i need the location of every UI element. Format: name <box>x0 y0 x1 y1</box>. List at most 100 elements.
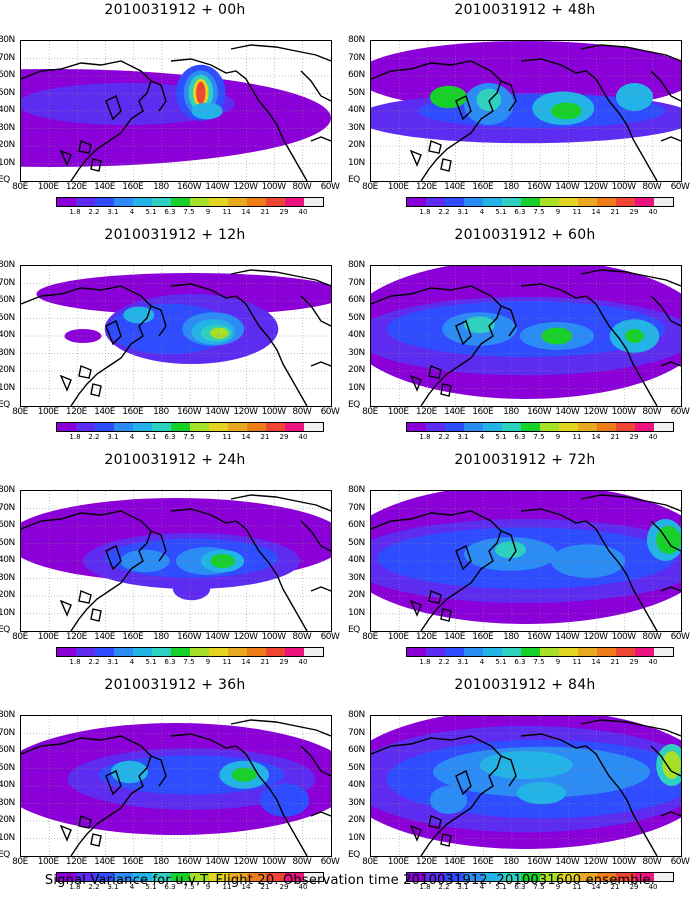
colorbar-swatch <box>285 873 304 881</box>
colorbar-label: 1.8 <box>69 433 81 441</box>
colorbar-swatch <box>483 873 502 881</box>
colorbar-swatch <box>597 873 616 881</box>
latitude-tick-label: 80N <box>0 710 15 720</box>
longitude-tick-label: 180 <box>153 857 169 867</box>
coastline <box>21 285 152 406</box>
colorbar-swatch <box>597 198 616 206</box>
coastline <box>520 733 658 856</box>
longitude-tick-label: 140W <box>555 182 580 192</box>
coastline <box>580 44 681 62</box>
coastline <box>409 824 422 842</box>
longitude-tick-label: 160W <box>177 857 202 867</box>
colorbar-swatch <box>304 873 323 881</box>
colorbar-label: 2.2 <box>88 433 100 441</box>
colorbar-swatch <box>209 873 228 881</box>
colorbar-label: 40 <box>298 208 308 216</box>
colorbar-swatch <box>597 423 616 431</box>
panel-title: 2010031912 + 12h <box>104 227 246 243</box>
colorbar-swatch <box>521 423 540 431</box>
coastline <box>371 60 502 181</box>
latitude-tick-label: 60N <box>0 295 15 305</box>
coastline <box>150 755 167 787</box>
latitude-tick-label: 20N <box>0 815 15 825</box>
colorbar-swatch <box>635 648 654 656</box>
colorbar-swatch <box>171 198 190 206</box>
latitude-tick-label: EQ <box>348 400 360 410</box>
colorbar-label: 40 <box>648 433 658 441</box>
colorbar-label: 4 <box>479 208 485 216</box>
colorbar-swatch <box>540 423 559 431</box>
colorbar-label: 11 <box>222 433 232 441</box>
coastline <box>230 494 331 512</box>
colorbar-swatch <box>559 873 578 881</box>
longitude-tick-label: 60W <box>320 857 340 867</box>
latitude-tick-label: 20N <box>348 590 365 600</box>
colorbar-swatch <box>285 648 304 656</box>
colorbar-label: 11 <box>572 433 582 441</box>
longitude-tick-label: 60W <box>320 632 340 642</box>
colorbar-swatch <box>247 873 266 881</box>
longitude-tick-label: 80W <box>642 182 662 192</box>
colorbar-swatch <box>426 423 445 431</box>
colorbar-label: 21 <box>260 658 270 666</box>
colorbar-label: 29 <box>629 433 639 441</box>
latitude-tick-label: 50N <box>348 762 365 773</box>
longitude-tick-label: 60W <box>670 407 690 417</box>
longitude-tick-label: 140W <box>555 632 580 642</box>
colorbar-label: 3.1 <box>457 658 469 666</box>
colorbar <box>406 647 674 657</box>
colorbar-label: 1.8 <box>69 658 81 666</box>
colorbar-swatch <box>190 423 209 431</box>
latitude-tick-label: 20N <box>0 365 15 375</box>
panel-title: 2010031912 + 48h <box>454 2 596 18</box>
coastline <box>170 283 308 406</box>
latitude-tick-label: 40N <box>348 780 365 790</box>
coastline <box>500 530 517 562</box>
latitude-tick-label: 50N <box>348 312 365 323</box>
variance-contour <box>110 760 149 784</box>
longitude-tick-label: 160W <box>177 182 202 192</box>
colorbar-swatch <box>209 198 228 206</box>
coastline <box>170 508 308 631</box>
colorbar-label: 21 <box>610 208 620 216</box>
longitude-tick-label: 120E <box>65 182 87 192</box>
colorbar-label: 5.1 <box>145 658 157 666</box>
colorbar-swatch <box>95 423 114 431</box>
colorbar-swatch <box>171 648 190 656</box>
colorbar-label: 7.5 <box>533 883 545 891</box>
colorbar-swatch <box>190 873 209 881</box>
coastline <box>300 745 331 777</box>
latitude-tick-label: 10N <box>0 607 15 618</box>
colorbar-swatch <box>445 873 464 881</box>
colorbar-swatch <box>285 198 304 206</box>
colorbar-swatch <box>483 423 502 431</box>
colorbar-label: 14 <box>241 208 251 216</box>
colorbar-label: 21 <box>260 208 270 216</box>
latitude-tick-label: EQ <box>348 850 360 860</box>
longitude-tick-label: 80E <box>12 857 28 867</box>
colorbar-swatch <box>228 423 247 431</box>
coastline <box>21 60 152 181</box>
longitude-tick-label: 80E <box>12 632 28 642</box>
longitude-tick-label: 120W <box>583 407 608 417</box>
latitude-tick-label: 20N <box>0 140 15 150</box>
colorbar <box>56 197 324 207</box>
coastline <box>500 80 517 112</box>
coastline <box>520 283 658 406</box>
longitude-tick-label: 120W <box>583 857 608 867</box>
longitude-tick-label: 140W <box>205 632 230 642</box>
longitude-tick-label: 160W <box>177 632 202 642</box>
longitude-tick-label: 140W <box>205 182 230 192</box>
latitude-tick-label: 10N <box>348 607 365 618</box>
latitude-tick-label: 20N <box>348 365 365 375</box>
coastline <box>650 70 681 102</box>
colorbar-label: 14 <box>591 883 601 891</box>
colorbar-label: 5.1 <box>495 433 507 441</box>
latitude-tick-label: 40N <box>0 780 15 790</box>
colorbar-label: 7.5 <box>533 433 545 441</box>
longitude-tick-label: 140E <box>94 857 115 867</box>
colorbar-swatch <box>464 423 483 431</box>
coastline <box>59 599 72 617</box>
longitude-tick-label: 80E <box>12 182 28 192</box>
colorbar <box>406 872 674 882</box>
